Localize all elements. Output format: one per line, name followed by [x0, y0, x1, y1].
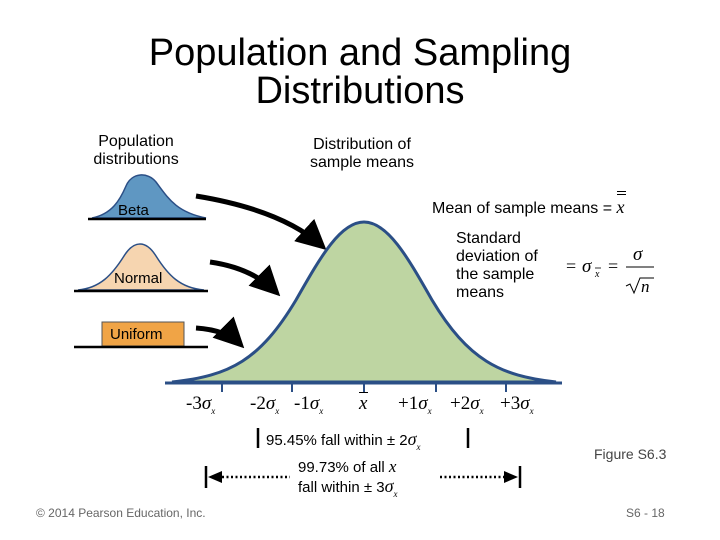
title-line-1: Population and Sampling [148, 32, 572, 74]
axis-tick-label-p1: +1σx [398, 393, 432, 416]
uniform-label: Uniform [110, 326, 163, 343]
mean-label-text: Mean of sample means = [432, 200, 617, 217]
coverage-3-left-arrowhead [208, 471, 222, 483]
beta-distribution-shape [91, 174, 207, 219]
normal-arrow [209, 259, 281, 297]
figure-label: Figure S6.3 [594, 446, 667, 462]
std-deviation-label: Standard deviation of the sample means [456, 230, 538, 302]
beta-label: Beta [118, 202, 149, 219]
sample-header-line-2: sample means [309, 154, 415, 171]
formula-n: n [641, 277, 650, 296]
uniform-arrow [195, 316, 245, 349]
axis-tick-label-m2: -2σx [250, 393, 280, 416]
std-line-2: deviation of [456, 248, 538, 265]
formula-radical [625, 277, 654, 295]
std-formula: = σ x = σ n [566, 244, 654, 296]
population-header: Population distributions [68, 133, 204, 169]
mean-of-sample-means-annotation: Mean of sample means = x [432, 191, 626, 218]
formula-eq1: = [566, 256, 576, 276]
coverage-3-sigma-label: 99.73% of all x fall within ± 3σx [298, 457, 398, 500]
std-line-4: means [456, 284, 505, 301]
formula-numerator: σ [633, 244, 643, 265]
normal-label: Normal [114, 270, 163, 287]
sample-means-header: Distribution of sample means [290, 136, 434, 172]
coverage-3-right-arrowhead [504, 471, 518, 483]
std-line-3: the sample [456, 266, 535, 283]
axis-tick-label-p2: +2σx [450, 393, 484, 416]
axis-tick-label-m3: -3σx [186, 393, 216, 416]
axis-tick-label-mean: x [359, 392, 368, 414]
normal-distribution-shape [77, 243, 205, 291]
coverage-2-text: 95.45% fall within ± 2 [266, 432, 408, 449]
axis-tick-label-p3: +3σx [500, 393, 534, 416]
formula-eq2: = [608, 256, 618, 276]
formula-sigma: σ [582, 256, 592, 277]
population-header-line-1: Population [98, 133, 174, 150]
std-line-1: Standard [456, 230, 521, 247]
title-line-2: Distributions [255, 70, 465, 112]
population-header-line-2: distributions [93, 151, 179, 168]
coverage-2-sigma-label: 95.45% fall within ± 2σx [266, 429, 421, 452]
beta-arrow [195, 193, 327, 251]
axis-tick-label-m1: -1σx [294, 393, 324, 416]
coverage-3-line-2: fall within ± 3 [298, 479, 385, 496]
page-title: Population and Sampling Distributions [0, 34, 720, 110]
formula-sub-x: x [594, 269, 600, 280]
page-number: S6 - 18 [626, 506, 665, 520]
double-bar-x-symbol: x [616, 191, 626, 217]
copyright-footer: © 2014 Pearson Education, Inc. [36, 506, 206, 520]
coverage-3-line-1: 99.73% of all [298, 459, 385, 476]
sampling-distribution-curve [171, 220, 557, 384]
axis-tick-marks [221, 383, 507, 392]
sample-header-line-1: Distribution of [313, 136, 411, 153]
